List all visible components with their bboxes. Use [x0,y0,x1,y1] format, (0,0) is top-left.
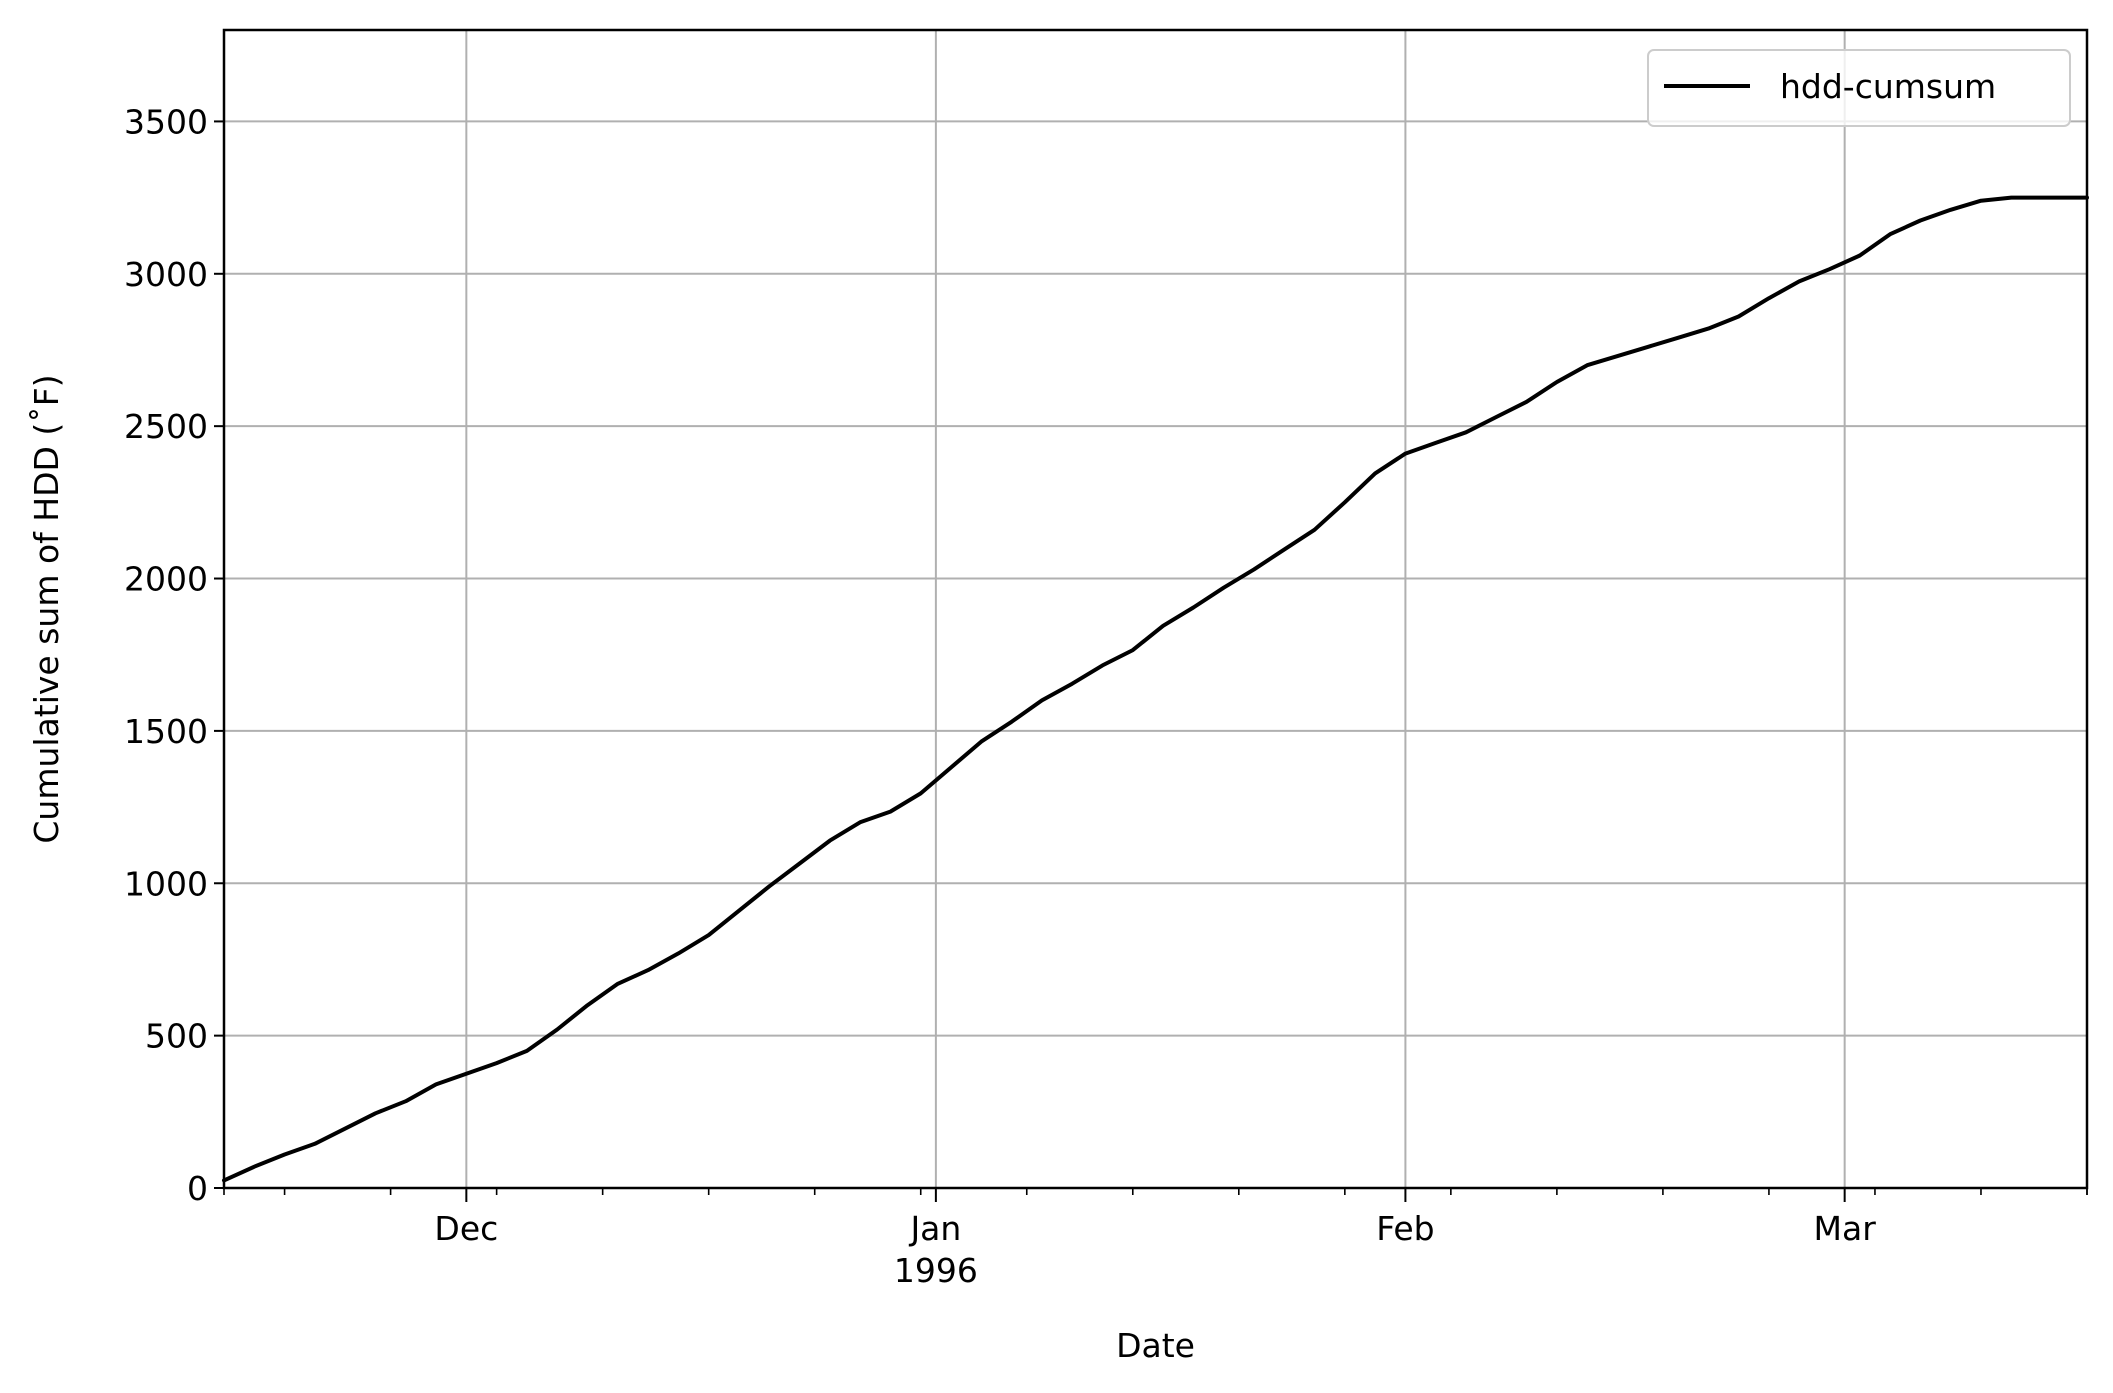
y-tick-label: 1500 [124,712,208,751]
y-tick-label: 500 [145,1017,208,1056]
y-tick-label: 0 [187,1169,208,1208]
legend-label: hdd-cumsum [1780,67,1996,106]
series-line-hdd-cumsum [222,195,2089,1183]
y-tick-label: 1000 [124,864,208,903]
y-tick-label: 3500 [124,102,208,141]
grid-lines [224,30,2087,1189]
x-tick-label: Jan [908,1209,961,1248]
y-tick-label: 3000 [124,255,208,294]
y-axis-label: Cumulative sum of HDD (˚F) [27,374,66,843]
x-tick-label: Mar [1814,1209,1877,1248]
y-axis: 0 500 1000 1500 2000 2500 3000 3500 [124,102,224,1208]
x-tick-sublabel: 1996 [894,1251,978,1290]
legend: hdd-cumsum [1647,49,2071,127]
legend-box [1647,49,2071,127]
x-tick-label: Feb [1376,1209,1434,1248]
y-tick-label: 2500 [124,407,208,446]
x-axis-label: Date [1116,1326,1195,1365]
series-layer [222,195,2089,1183]
y-tick-label: 2000 [124,560,208,599]
x-tick-label: Dec [434,1209,498,1248]
plot-frame [222,28,2089,1190]
